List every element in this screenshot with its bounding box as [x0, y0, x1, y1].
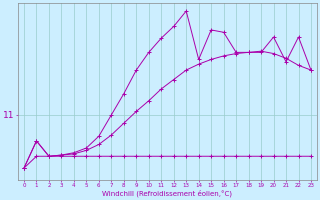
X-axis label: Windchill (Refroidissement éolien,°C): Windchill (Refroidissement éolien,°C)	[102, 190, 233, 197]
